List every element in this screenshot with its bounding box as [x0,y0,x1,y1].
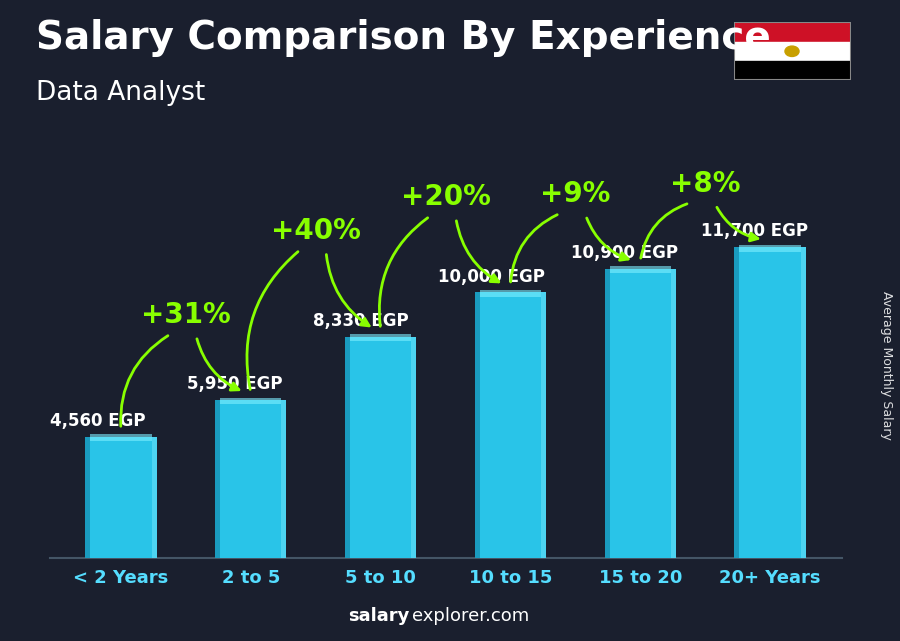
Text: Salary Comparison By Experience: Salary Comparison By Experience [36,19,770,57]
Bar [86,437,157,558]
Bar [282,400,286,558]
Text: explorer.com: explorer.com [412,607,529,625]
Bar [740,245,801,252]
Bar [86,437,90,558]
Text: 10,900 EGP: 10,900 EGP [572,244,679,262]
Bar [345,337,417,558]
Bar [605,269,676,558]
Bar [671,269,676,558]
Bar [609,266,671,273]
Bar [734,247,740,558]
Text: +40%: +40% [271,217,361,245]
Text: +8%: +8% [670,170,741,197]
Bar [220,397,282,404]
Text: +20%: +20% [400,183,490,211]
Bar [734,22,850,42]
Text: 5,950 EGP: 5,950 EGP [187,375,283,393]
Bar [215,400,286,558]
Text: +9%: +9% [540,180,610,208]
Text: 4,560 EGP: 4,560 EGP [50,412,145,430]
Text: Data Analyst: Data Analyst [36,80,205,106]
Bar [474,292,480,558]
Bar [474,292,546,558]
Bar [345,337,350,558]
Bar [734,247,806,558]
Bar [734,61,850,80]
Bar [480,290,541,297]
Text: 11,700 EGP: 11,700 EGP [701,222,808,240]
Text: Average Monthly Salary: Average Monthly Salary [880,291,893,440]
Text: 8,330 EGP: 8,330 EGP [313,312,409,330]
Bar [215,400,220,558]
Circle shape [785,46,799,56]
Bar [801,247,806,558]
Bar [541,292,546,558]
Text: 10,000 EGP: 10,000 EGP [437,267,544,285]
Bar [151,437,157,558]
Bar [411,337,417,558]
Bar [734,42,850,61]
Bar [350,335,411,342]
Bar [605,269,609,558]
Text: salary: salary [348,607,410,625]
Text: +31%: +31% [141,301,230,329]
Bar [90,435,151,442]
